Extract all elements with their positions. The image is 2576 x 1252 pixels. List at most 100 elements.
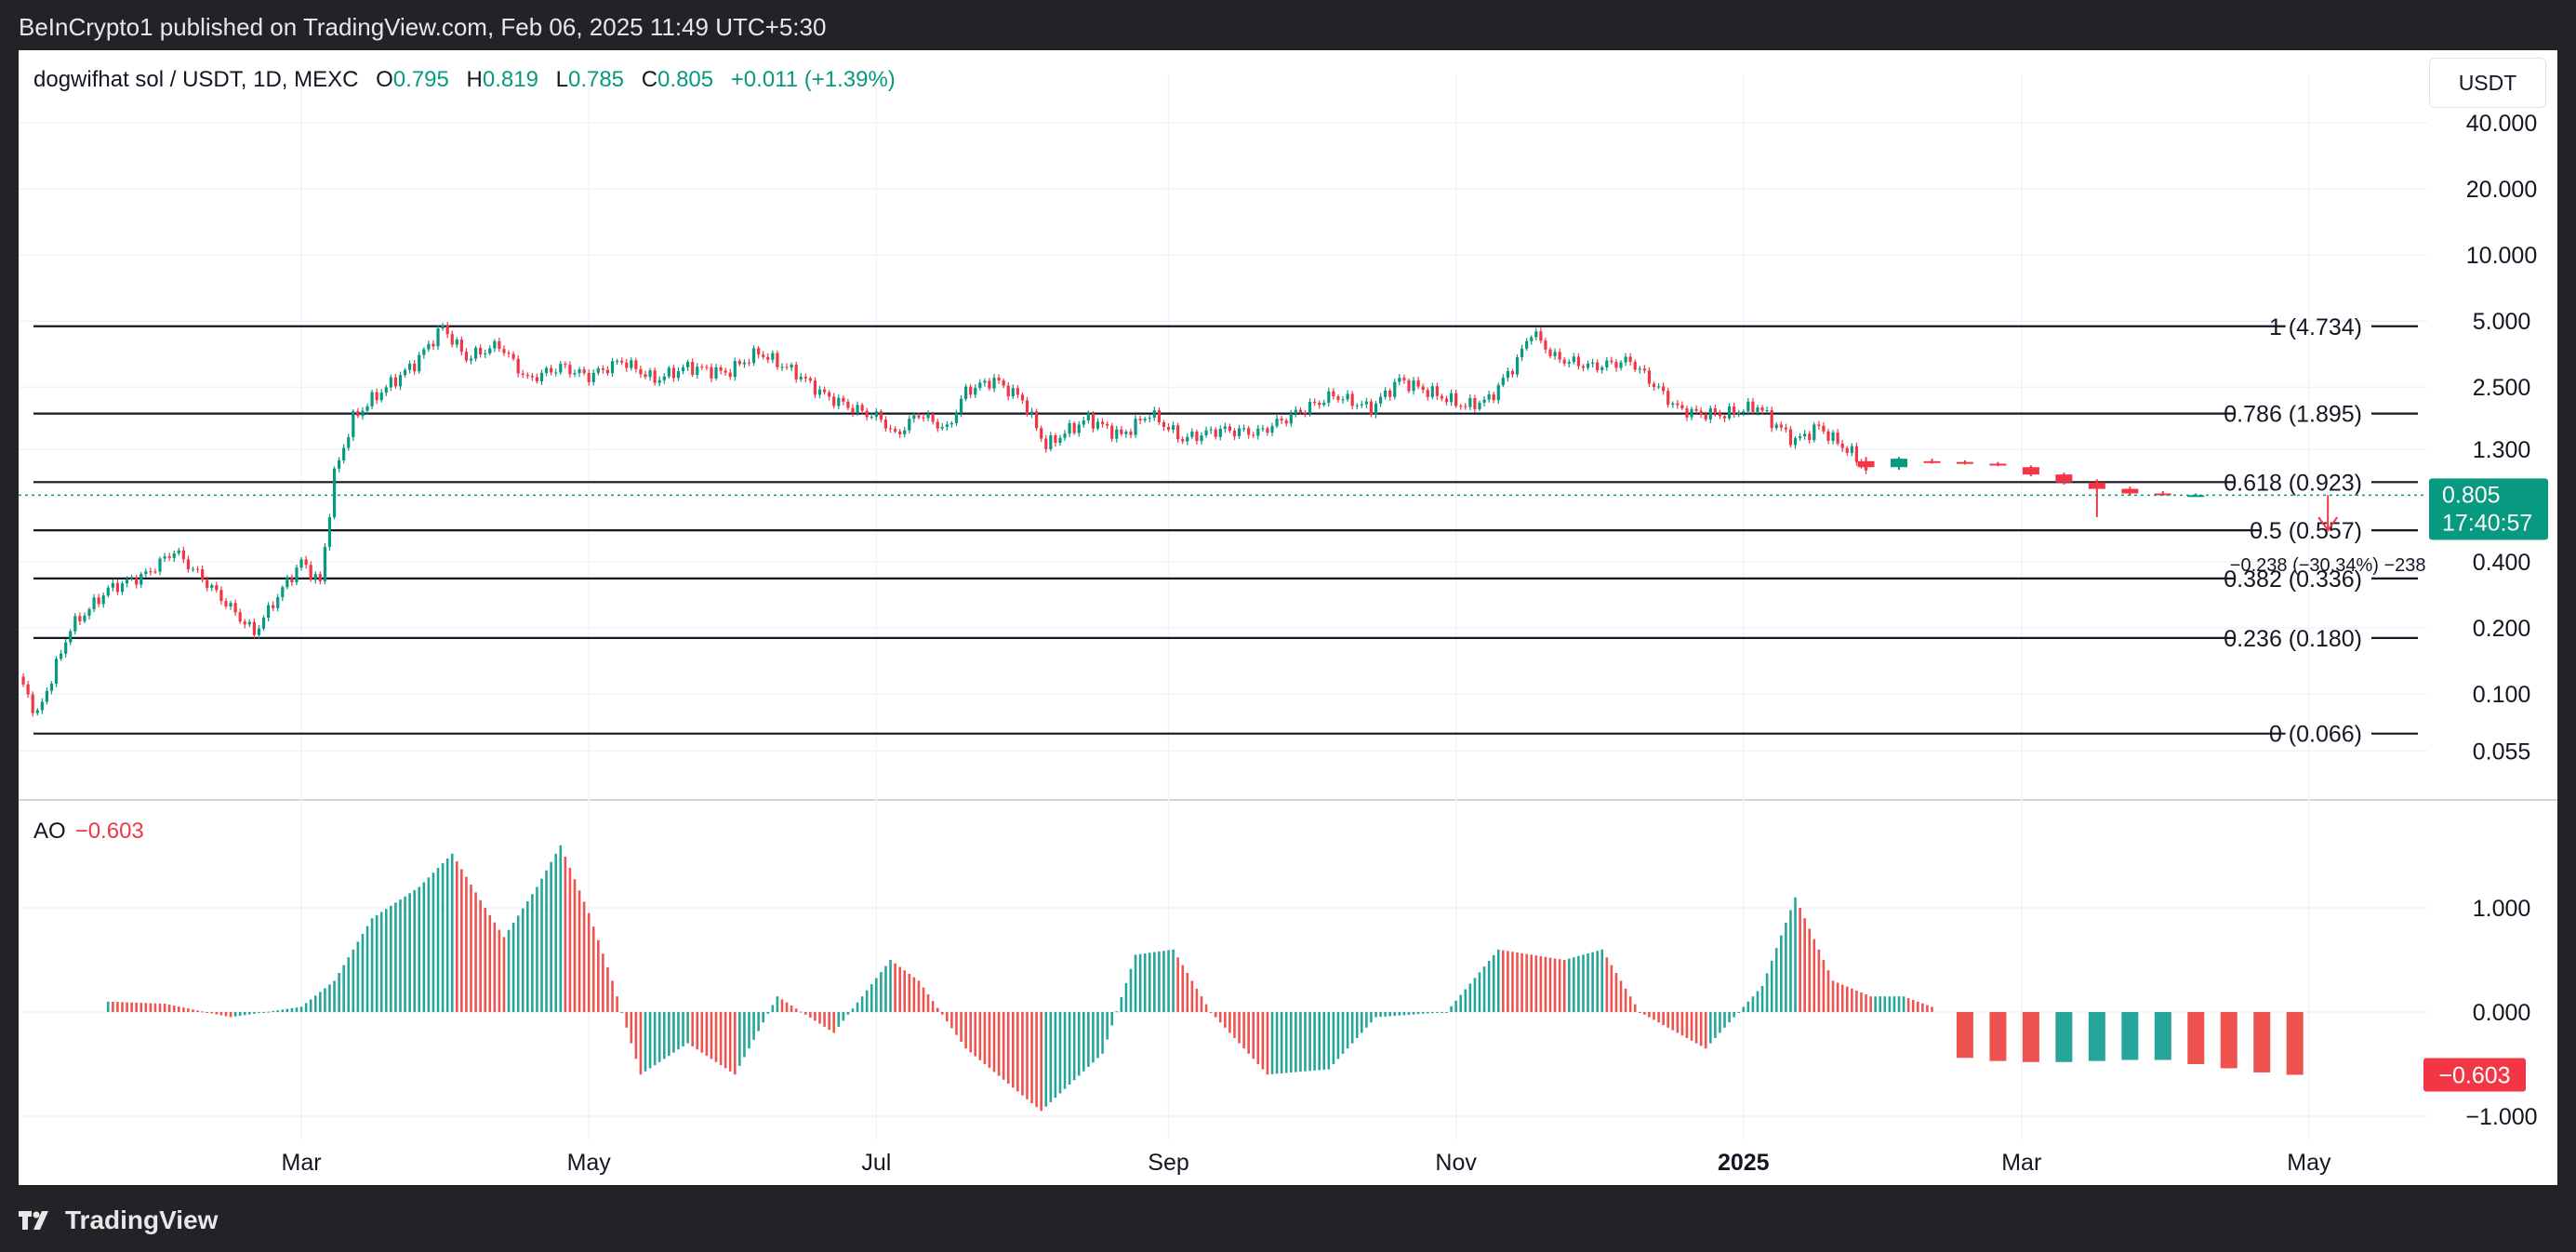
daily-candle-body — [883, 420, 888, 429]
daily-candle-body — [1369, 401, 1374, 415]
ao-bar — [1587, 953, 1589, 1012]
daily-candle-body — [803, 377, 807, 379]
daily-candle-body — [181, 550, 185, 560]
ao-bar — [1600, 949, 1604, 1012]
ao-bar — [465, 876, 468, 1012]
tradingview-logo[interactable]: TradingView — [19, 1205, 218, 1235]
ao-bar — [116, 1002, 119, 1012]
daily-candle-body — [1378, 396, 1383, 404]
ao-bar — [338, 973, 340, 1012]
ao-bar — [243, 1012, 246, 1016]
ao-bar — [126, 1002, 128, 1012]
daily-candle-body — [1596, 362, 1600, 371]
daily-candle-body — [1760, 407, 1764, 411]
ao-bar — [1006, 1012, 1010, 1084]
daily-candle-body — [1727, 406, 1732, 419]
daily-candle-body — [1006, 385, 1010, 397]
ao-bar — [324, 988, 326, 1012]
daily-candle-body — [620, 360, 624, 363]
tradingview-logo-text: TradingView — [65, 1205, 219, 1234]
candles — [21, 322, 2205, 717]
ao-bar — [121, 1002, 124, 1012]
daily-candle-body — [1275, 419, 1279, 427]
ao-bar — [545, 870, 548, 1012]
fib-level-label: 0.382 (0.336) — [2224, 566, 2362, 593]
daily-candle-body — [115, 582, 120, 593]
daily-candle-body — [1642, 368, 1646, 371]
daily-candle-body — [511, 353, 515, 359]
time-axis-tick: May — [2287, 1150, 2331, 1176]
daily-candle-body — [1416, 380, 1420, 387]
ao-bar — [1026, 1012, 1029, 1099]
ao-axis-tick: −1.000 — [2465, 1104, 2537, 1130]
daily-candle-body — [1628, 356, 1632, 363]
daily-candle-body — [1581, 366, 1586, 368]
daily-candle-body — [1722, 416, 1727, 419]
daily-candle-body — [912, 415, 916, 420]
daily-candle-body — [1449, 393, 1454, 403]
daily-candle-body — [272, 605, 275, 608]
time-axis-tick: Nov — [1435, 1150, 1477, 1176]
ao-bar — [158, 1003, 162, 1012]
fib-level-label: 0.786 (1.895) — [2224, 402, 2362, 428]
price-axis-tick: 20.000 — [2466, 177, 2537, 203]
ao-bar — [682, 1012, 684, 1046]
daily-candle-body — [630, 360, 633, 368]
ao-bar — [540, 878, 543, 1012]
ao-bar — [1874, 996, 1877, 1012]
daily-candle-body — [135, 578, 139, 585]
ao-bar — [1200, 996, 1203, 1012]
daily-candle-body — [936, 421, 939, 429]
daily-candle-body — [1478, 402, 1481, 409]
daily-candle-body — [1638, 368, 1641, 370]
daily-candle-body — [733, 361, 737, 378]
ao-bar — [691, 1012, 694, 1046]
publisher-text: BeInCrypto1 published on TradingView.com… — [19, 13, 827, 41]
ao-bar — [347, 957, 351, 1012]
daily-candle-body — [870, 417, 873, 419]
ao-bar — [860, 996, 864, 1012]
daily-candle-body — [352, 411, 355, 437]
daily-candle-body — [1468, 397, 1472, 407]
ao-bar — [1573, 957, 1575, 1012]
daily-candle-body — [1166, 426, 1171, 430]
ao-bar — [880, 972, 883, 1012]
daily-candle-body — [54, 659, 59, 685]
daily-candle-body — [97, 597, 100, 605]
daily-candle-body — [167, 556, 171, 558]
symbol-legend: dogwifhat sol / USDT, 1D, MEXC O0.795 H0… — [33, 67, 896, 93]
ao-bar — [536, 886, 538, 1012]
daily-candle-body — [1671, 403, 1675, 406]
price-axis-tick: 0.200 — [2473, 616, 2531, 642]
daily-candle-body — [1157, 410, 1161, 422]
ao-bar — [1181, 965, 1185, 1012]
daily-candle-body — [1765, 410, 1769, 412]
ao-bar — [1544, 956, 1547, 1012]
daily-candle-body — [780, 366, 784, 368]
fib-level-label: 0 (0.066) — [2269, 722, 2362, 748]
fib-level-label: 0.618 (0.923) — [2224, 470, 2362, 496]
daily-candle-body — [498, 340, 501, 350]
daily-candle-body — [1746, 401, 1750, 412]
ao-bar — [719, 1012, 723, 1066]
daily-candle-body — [247, 621, 251, 625]
ao-bar — [1256, 1012, 1260, 1064]
ao-bar — [1431, 1012, 1434, 1014]
daily-candle-body — [1822, 425, 1826, 432]
currency-button[interactable]: USDT — [2429, 58, 2546, 108]
daily-candle-body — [445, 325, 449, 335]
ao-bar — [1280, 1012, 1283, 1073]
ao-bar — [1284, 1012, 1288, 1073]
ao-label: AO — [33, 819, 66, 844]
daily-candle-body — [539, 372, 544, 381]
daily-candle-body — [1737, 413, 1741, 415]
daily-candle-body — [676, 370, 681, 379]
daily-candle-body — [1077, 424, 1081, 433]
daily-candle-body — [408, 363, 412, 370]
daily-candle-body — [1742, 411, 1746, 414]
ao-bar — [705, 1012, 709, 1057]
ao-bar — [620, 1012, 623, 1013]
daily-candle-body — [40, 701, 44, 711]
daily-candle-body — [323, 546, 327, 581]
